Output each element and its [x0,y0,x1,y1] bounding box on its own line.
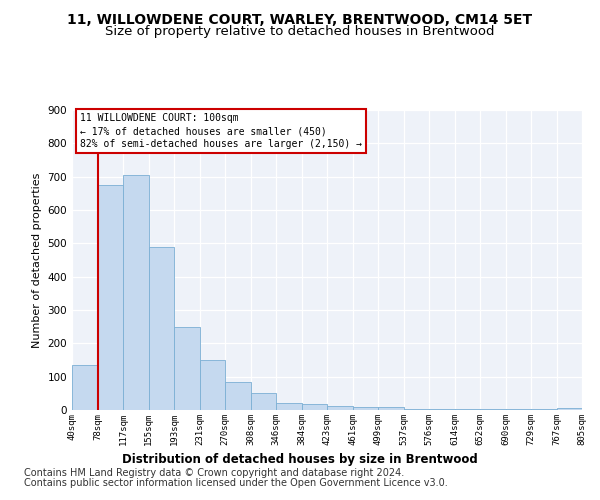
Text: Contains HM Land Registry data © Crown copyright and database right 2024.: Contains HM Land Registry data © Crown c… [24,468,404,478]
Bar [199,360,225,410]
Text: Contains public sector information licensed under the Open Government Licence v3: Contains public sector information licen… [24,478,448,488]
Bar [378,408,404,410]
Bar [225,382,251,410]
Bar [97,185,123,410]
Text: Distribution of detached houses by size in Brentwood: Distribution of detached houses by size … [122,452,478,466]
Bar [557,408,582,410]
Bar [353,406,378,410]
Y-axis label: Number of detached properties: Number of detached properties [32,172,42,348]
Text: Size of property relative to detached houses in Brentwood: Size of property relative to detached ho… [105,25,495,38]
Bar [327,406,353,410]
Bar [276,404,302,410]
Text: 11 WILLOWDENE COURT: 100sqm
← 17% of detached houses are smaller (450)
82% of se: 11 WILLOWDENE COURT: 100sqm ← 17% of det… [80,113,362,150]
Bar [404,408,429,410]
Bar [149,246,174,410]
Bar [429,409,455,410]
Bar [72,365,97,410]
Bar [302,404,327,410]
Bar [251,394,276,410]
Bar [174,326,199,410]
Text: 11, WILLOWDENE COURT, WARLEY, BRENTWOOD, CM14 5ET: 11, WILLOWDENE COURT, WARLEY, BRENTWOOD,… [67,12,533,26]
Bar [123,175,149,410]
